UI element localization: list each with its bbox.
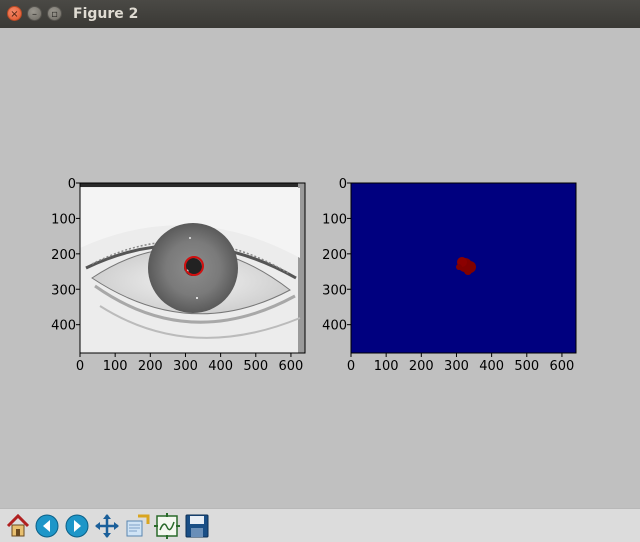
forward-button[interactable] <box>63 512 91 540</box>
left-xtick-label: 400 <box>208 359 233 374</box>
detected-pupil-circle <box>184 256 204 276</box>
home-icon <box>6 513 30 537</box>
navigation-toolbar <box>0 508 640 542</box>
subplots-icon <box>154 513 180 539</box>
right-ytick-label: 100 <box>322 212 347 227</box>
right-ytick-label: 400 <box>322 319 347 334</box>
left-xtick-label: 500 <box>243 359 268 374</box>
left-ytick-label: 0 <box>68 177 76 192</box>
pan-button[interactable] <box>93 512 121 540</box>
zoom-rect-icon <box>126 514 150 537</box>
eye-image-plot: 0 100 200 300 400 500 600 0 100 200 300 400 <box>51 177 306 374</box>
right-xtick-label: 100 <box>374 359 399 374</box>
left-axis-ticks: 0 100 200 300 400 500 600 0 100 200 300 400 <box>51 177 303 374</box>
window-title: Figure 2 <box>73 6 139 22</box>
left-ytick-label: 300 <box>51 283 76 298</box>
back-button[interactable] <box>33 512 61 540</box>
right-xtick-label: 600 <box>550 359 575 374</box>
arrow-right-icon <box>65 514 89 538</box>
right-xtick-label: 500 <box>514 359 539 374</box>
left-ytick-label: 100 <box>51 212 76 227</box>
right-xtick-label: 200 <box>409 359 434 374</box>
left-xtick-label: 200 <box>138 359 163 374</box>
left-ytick-label: 200 <box>51 248 76 263</box>
left-xtick-label: 300 <box>173 359 198 374</box>
left-axes-frame <box>79 182 306 354</box>
right-ytick-label: 200 <box>322 248 347 263</box>
left-xtick-label: 0 <box>76 359 84 374</box>
mask-plot: 0 100 200 300 400 500 600 0 100 200 300 400 <box>322 177 577 374</box>
right-ytick-label: 300 <box>322 283 347 298</box>
eye-image <box>80 183 305 353</box>
move-icon <box>95 514 119 538</box>
maximize-window-button[interactable]: ▫ <box>47 6 62 21</box>
window-titlebar: × – ▫ Figure 2 <box>0 0 640 28</box>
close-window-button[interactable]: × <box>7 6 22 21</box>
zoom-button[interactable] <box>123 512 151 540</box>
arrow-left-icon <box>35 514 59 538</box>
right-xtick-label: 0 <box>347 359 355 374</box>
save-button[interactable] <box>183 512 211 540</box>
right-ytick-label: 0 <box>339 177 347 192</box>
left-ytick-label: 400 <box>51 319 76 334</box>
right-axis-ticks: 0 100 200 300 400 500 600 0 100 200 300 400 <box>322 177 574 374</box>
figure-canvas[interactable]: 0 100 200 300 400 500 600 0 100 200 300 400 0 100 200… <box>0 28 640 508</box>
floppy-disk-icon <box>185 514 209 538</box>
left-xtick-label: 100 <box>103 359 128 374</box>
right-xtick-label: 400 <box>479 359 504 374</box>
figure-svg: 0 100 200 300 400 500 600 0 100 200 300 400 0 100 200… <box>51 177 577 374</box>
right-xtick-label: 300 <box>444 359 469 374</box>
left-xtick-label: 600 <box>279 359 304 374</box>
home-button[interactable] <box>4 512 32 540</box>
configure-subplots-button[interactable] <box>153 512 181 540</box>
right-axes-frame <box>350 182 577 354</box>
mask-blob <box>456 257 476 275</box>
minimize-window-button[interactable]: – <box>27 6 42 21</box>
